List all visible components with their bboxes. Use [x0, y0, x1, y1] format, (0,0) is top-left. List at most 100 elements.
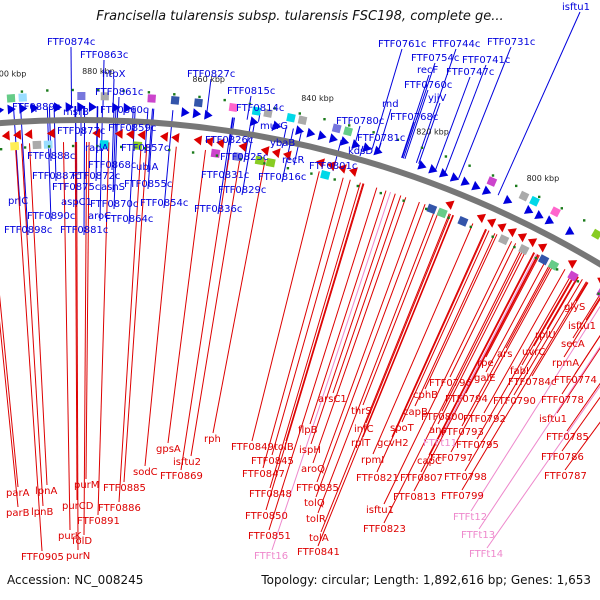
gene-label-reverse: rplU [535, 330, 556, 341]
gene-label-reverse: FTF0823 [363, 524, 406, 535]
reverse-gene-arrow [538, 243, 548, 253]
reverse-gene-arrow [507, 228, 517, 238]
forward-gene-arrow [544, 215, 554, 225]
leader-line [546, 276, 579, 330]
leader-line [461, 281, 587, 491]
gene-label-reverse: glyS [564, 302, 585, 313]
leader-line [320, 213, 450, 533]
gene-label-reverse: FTF0905 [21, 552, 64, 563]
gene-label-forward: FTF0815c [227, 86, 275, 97]
leader-line [99, 106, 103, 222]
cog-block [550, 206, 561, 218]
leader-line [243, 120, 252, 163]
gene-label-reverse: lpnB [31, 507, 53, 518]
gene-label-reverse: FTF0841 [297, 547, 340, 558]
scale-tick-label: 900 kbp [0, 69, 26, 78]
leader-line [112, 78, 115, 107]
gene-label-reverse: fabI [510, 366, 529, 377]
reverse-gene-arrow [497, 223, 507, 233]
gene-label-reverse: FTF0886 [98, 503, 141, 514]
topology-summary: Topology: circular; Length: 1,892,616 bp… [261, 573, 591, 587]
forward-gene-arrow [340, 136, 350, 146]
gene-label-reverse: uvrC [522, 347, 545, 358]
leader-line [293, 130, 303, 166]
leader-line [190, 155, 241, 457]
leader-line [401, 121, 415, 159]
tick-dot [576, 280, 580, 283]
leader-line [281, 126, 287, 149]
leader-line [83, 141, 88, 536]
gene-label-forward: FTF0801c [309, 161, 357, 172]
leader-line [458, 46, 512, 179]
forward-gene-arrow [181, 107, 190, 117]
cog-block [518, 190, 530, 202]
reverse-gene-arrow [1, 130, 10, 141]
gene-label-forward: FTF0881c [60, 225, 108, 236]
leader-line [317, 214, 454, 547]
leader-line [310, 193, 396, 445]
leader-line [415, 48, 457, 163]
cog-block [547, 259, 560, 271]
gene-label-reverse: FTF0792 [463, 414, 506, 425]
forward-gene-arrow [204, 109, 213, 120]
tick-dot [120, 145, 123, 149]
forward-gene-arrow [272, 120, 282, 131]
leader-line [144, 146, 177, 467]
leader-line [97, 142, 110, 516]
leader-line [476, 273, 573, 440]
gene-label-reverse: tolQ [304, 498, 325, 509]
gene-label-forward: FTF0855c [124, 179, 172, 190]
trna-label: FTFt12 [453, 512, 487, 523]
tick-dot [447, 216, 450, 219]
forward-gene-arrow [351, 139, 361, 149]
reverse-gene-arrow [205, 136, 214, 147]
gene-label-forward: FTF0829c [218, 185, 266, 196]
gene-label-reverse: ars [497, 349, 512, 360]
gene-label-reverse: FTF0786 [541, 452, 584, 463]
cog-block [10, 141, 20, 151]
tick-dot [71, 144, 75, 148]
leader-line [0, 294, 19, 488]
leader-line [251, 171, 320, 442]
gene-label-reverse: folD [72, 536, 92, 547]
leader-line [85, 141, 90, 480]
reverse-gene-arrow [349, 167, 358, 177]
gene-label-reverse: FTF0796 [429, 378, 472, 389]
gene-label-forward: FTF0754c [411, 53, 459, 64]
leader-line [424, 234, 498, 390]
leader-line [391, 228, 487, 438]
gene-label-reverse: infC [354, 424, 374, 435]
leader-line [265, 183, 365, 511]
gene-label-forward: FTF0731c [487, 37, 535, 48]
cog-block [147, 94, 156, 103]
gene-label-reverse: FTF0785 [546, 432, 589, 443]
gene-label-forward: FTF0860c [100, 105, 148, 116]
gene-label-forward: FTF0870c [90, 199, 138, 210]
leader-line [418, 102, 441, 164]
leader-line [376, 229, 487, 473]
reverse-gene-arrow [216, 138, 225, 149]
gene-label-forward: asnS [101, 182, 125, 193]
gene-label-reverse: FTF0813 [393, 492, 436, 503]
leader-line [556, 347, 600, 414]
gene-label-reverse: rpmA [552, 358, 579, 369]
gene-label-reverse: rplT [351, 438, 371, 449]
gene-label-reverse: FTF0851 [248, 531, 291, 542]
cog-block [210, 148, 221, 158]
forward-gene-arrow [481, 185, 492, 195]
trna-label: FTFt14 [469, 549, 503, 560]
leader-line [483, 268, 566, 414]
leader-line [268, 187, 378, 531]
leader-line [444, 64, 487, 174]
leader-line [478, 345, 600, 530]
reverse-gene-arrow [193, 135, 203, 146]
leader-line [404, 89, 429, 160]
gene-label-reverse: FTF0807 [400, 473, 443, 484]
gene-label-forward: FTF0826c [205, 135, 253, 146]
gene-label-forward: recR [282, 155, 305, 166]
leader-line [167, 149, 206, 444]
leader-line [271, 179, 351, 456]
cog-block [265, 157, 276, 168]
cog-block [77, 92, 86, 100]
